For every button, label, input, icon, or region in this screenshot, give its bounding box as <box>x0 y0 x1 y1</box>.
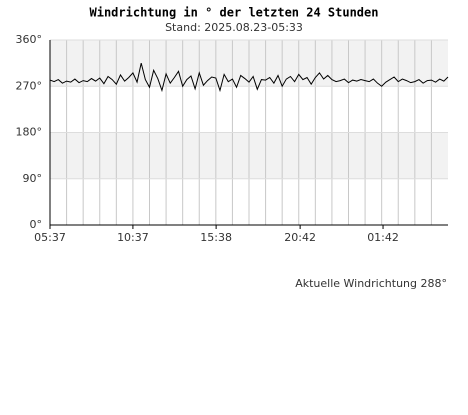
data-line <box>49 63 449 93</box>
y-tick-label: 90° <box>23 172 43 185</box>
x-tick-label: 05:37 <box>34 231 66 244</box>
y-tick-label: 0° <box>30 218 43 231</box>
y-tick-label: 270° <box>16 79 43 92</box>
y-tick-label: 180° <box>16 126 43 139</box>
annotation: Aktuelle Windrichtung 288° <box>295 277 447 290</box>
y-tick-label: 360° <box>16 33 43 46</box>
chart-subtitle: Stand: 2025.08.23-05:33 <box>165 21 303 34</box>
chart-title: Windrichtung in ° der letzten 24 Stunden <box>90 6 379 20</box>
x-tick-label: 10:37 <box>117 231 149 244</box>
x-tick-label: 20:42 <box>284 231 316 244</box>
x-tick-label: 15:38 <box>200 231 232 244</box>
x-tick-label: 01:42 <box>367 231 399 244</box>
